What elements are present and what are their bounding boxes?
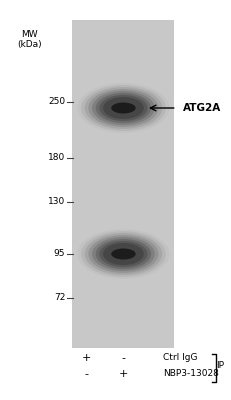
Ellipse shape xyxy=(111,102,135,114)
Text: ATG2A: ATG2A xyxy=(183,103,221,113)
FancyBboxPatch shape xyxy=(72,20,174,348)
Text: -: - xyxy=(84,369,88,379)
Ellipse shape xyxy=(99,95,147,121)
Text: 130: 130 xyxy=(48,198,65,206)
Text: NBP3-13028: NBP3-13028 xyxy=(162,370,218,378)
Ellipse shape xyxy=(88,235,158,273)
Text: +: + xyxy=(81,353,90,363)
Text: 72: 72 xyxy=(54,294,65,302)
Ellipse shape xyxy=(84,233,161,275)
Ellipse shape xyxy=(92,237,154,271)
Text: 95: 95 xyxy=(54,250,65,258)
Text: Ctrl IgG: Ctrl IgG xyxy=(162,354,197,362)
Text: -: - xyxy=(121,353,125,363)
Ellipse shape xyxy=(95,239,150,269)
Text: MW
(kDa): MW (kDa) xyxy=(17,30,42,49)
Ellipse shape xyxy=(99,241,147,267)
Ellipse shape xyxy=(103,243,143,265)
Ellipse shape xyxy=(88,89,158,127)
Text: 250: 250 xyxy=(48,98,65,106)
Text: +: + xyxy=(118,369,128,379)
Ellipse shape xyxy=(111,248,135,260)
Text: IP: IP xyxy=(215,362,223,370)
Ellipse shape xyxy=(84,87,161,129)
Ellipse shape xyxy=(103,97,143,119)
Text: 180: 180 xyxy=(48,154,65,162)
Ellipse shape xyxy=(81,85,165,131)
Ellipse shape xyxy=(92,91,154,125)
Ellipse shape xyxy=(95,93,150,123)
Ellipse shape xyxy=(81,231,165,277)
